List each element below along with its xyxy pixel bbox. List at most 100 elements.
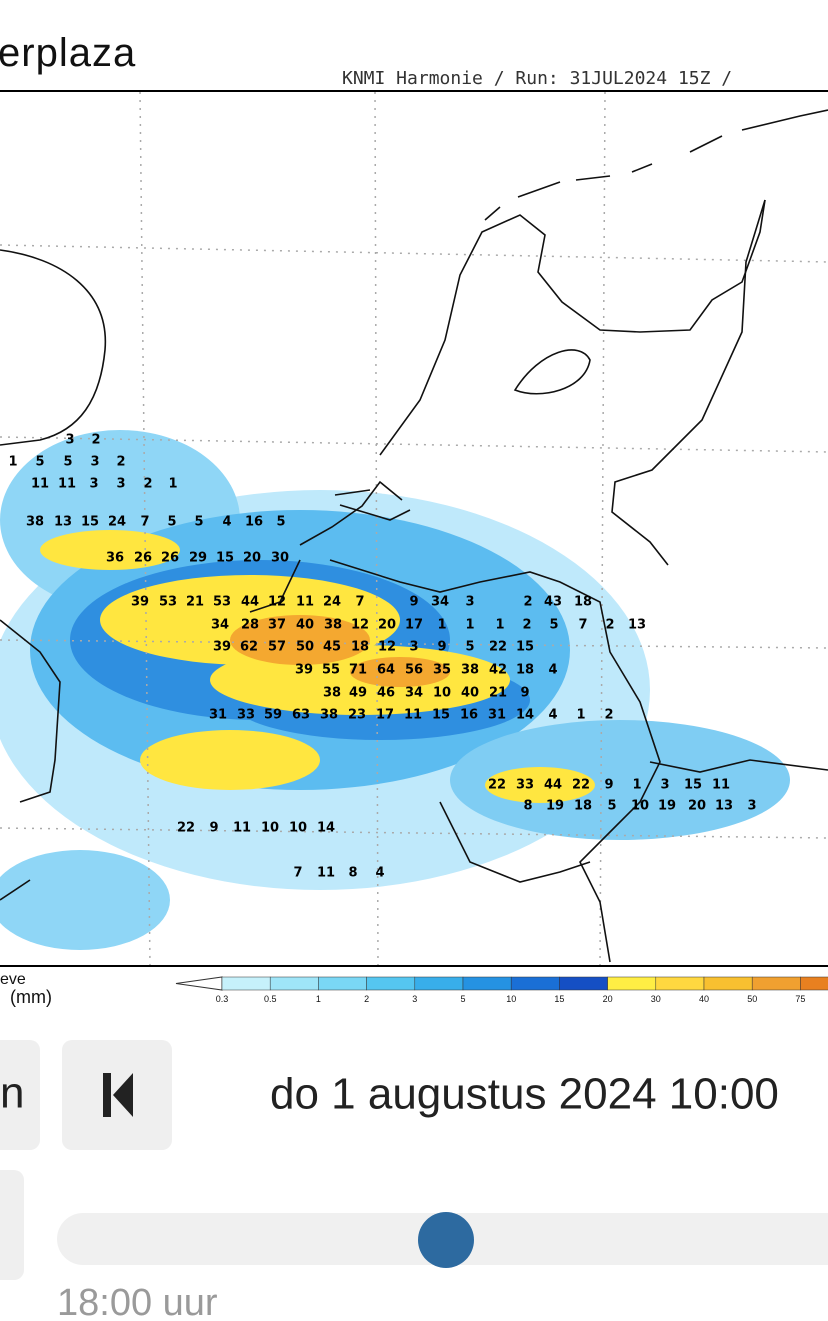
colorbar-tick-label: 75: [795, 994, 805, 1004]
colorbar-segment: [800, 976, 828, 991]
map-value: 17: [405, 618, 423, 633]
map-value: 2: [604, 708, 613, 723]
map-value: 22: [489, 640, 507, 655]
map-value: 16: [460, 708, 478, 723]
map-value: 1: [8, 455, 17, 470]
colorbar-segment: [655, 976, 705, 991]
map-value: 38: [323, 686, 341, 701]
map-value: 18: [574, 595, 592, 610]
map-value: 30: [271, 551, 289, 566]
legend-title: eve: [0, 971, 26, 988]
colorbar-tick-label: 40: [699, 994, 709, 1004]
map-value: 1: [168, 477, 177, 492]
map-value: 31: [209, 708, 227, 723]
map-value: 4: [375, 866, 384, 881]
map-value: 37: [268, 618, 286, 633]
colorbar-segment: [414, 976, 464, 991]
map-value: 3: [90, 455, 99, 470]
map-value: 1: [632, 778, 641, 793]
map-value: 3: [747, 799, 756, 814]
map-value: 13: [54, 515, 72, 530]
map-value: 38: [461, 663, 479, 678]
map-value: 5: [607, 799, 616, 814]
play-button[interactable]: [0, 1040, 40, 1150]
map-value: 44: [241, 595, 259, 610]
map-value: 20: [243, 551, 261, 566]
map-value: 53: [213, 595, 231, 610]
map-value: 39: [131, 595, 149, 610]
map-value: 22: [572, 778, 590, 793]
map-value: 11: [317, 866, 335, 881]
map-value: 1: [437, 618, 446, 633]
map-value: 33: [237, 708, 255, 723]
coastlines: [0, 109, 828, 963]
map-value: 1: [465, 618, 474, 633]
time-slider-thumb[interactable]: [418, 1212, 474, 1268]
colorbar: 0.3 0.5 1 2 3 5 10 15 20 30 40 50 75: [175, 976, 828, 1004]
brand: erplaza: [0, 31, 136, 75]
colorbar-segment: [703, 976, 753, 991]
map-value: 3: [65, 433, 74, 448]
map-value: 21: [489, 686, 507, 701]
map-value: 7: [140, 515, 149, 530]
colorbar-tick-label: 5: [460, 994, 465, 1004]
map-value: 55: [322, 663, 340, 678]
map-value: 53: [159, 595, 177, 610]
map-value: 14: [516, 708, 534, 723]
map-value: 56: [405, 663, 423, 678]
map-value: 2: [116, 455, 125, 470]
colorbar-tick-label: 30: [651, 994, 661, 1004]
map-value: 2: [523, 595, 532, 610]
map-value: 5: [465, 640, 474, 655]
colorbar-segment: [269, 976, 319, 991]
map-value: 15: [81, 515, 99, 530]
skip-back-icon: [103, 1073, 133, 1117]
map-value: 2: [91, 433, 100, 448]
map-value: 42: [489, 663, 507, 678]
map-value: 10: [631, 799, 649, 814]
map-value: 3: [89, 477, 98, 492]
map-value: 5: [194, 515, 203, 530]
map-value: 1: [576, 708, 585, 723]
map-value: 19: [658, 799, 676, 814]
map-value: 50: [296, 640, 314, 655]
map-value: 4: [548, 708, 557, 723]
map-value: 7: [578, 618, 587, 633]
colorbar-tick-label: 10: [506, 994, 516, 1004]
map-value: 19: [546, 799, 564, 814]
map-value: 29: [189, 551, 207, 566]
map-value: 3: [116, 477, 125, 492]
map-value: 9: [209, 821, 218, 836]
map-value: 39: [295, 663, 313, 678]
map-value: 44: [544, 778, 562, 793]
map-value: 38: [324, 618, 342, 633]
map-value: 26: [161, 551, 179, 566]
map-value: 8: [523, 799, 532, 814]
map-value: 11: [31, 477, 49, 492]
map-value: 5: [167, 515, 176, 530]
map-value: 49: [349, 686, 367, 701]
map-value: 1: [495, 618, 504, 633]
map-value: 33: [516, 778, 534, 793]
map-value: 24: [323, 595, 341, 610]
precipitation-field: [0, 430, 790, 950]
datetime: do 1 augustus 2024 10:00: [270, 1070, 779, 1119]
map-value: 46: [377, 686, 395, 701]
colorbar-segment: [751, 976, 801, 991]
map-value: 3: [465, 595, 474, 610]
colorbar-tick-label: 3: [412, 994, 417, 1004]
map-value-labels: 3 21 5 5 3 211 11 3 3 2 138 13 15 24 7 5 5 4 16 536 26 26 29 15…: [8, 433, 756, 881]
map-value: 34: [431, 595, 449, 610]
colorbar-segment: [221, 976, 271, 991]
map-value: 3: [409, 640, 418, 655]
map-value: 34: [211, 618, 229, 633]
map-value: 24: [108, 515, 126, 530]
map-value: 18: [516, 663, 534, 678]
play-button-text: n: [0, 1069, 24, 1118]
map-value: 2: [522, 618, 531, 633]
map-value: 20: [688, 799, 706, 814]
colorbar-tick-label: 0.5: [264, 994, 277, 1004]
side-button[interactable]: [0, 1170, 24, 1280]
map-value: 9: [520, 686, 529, 701]
